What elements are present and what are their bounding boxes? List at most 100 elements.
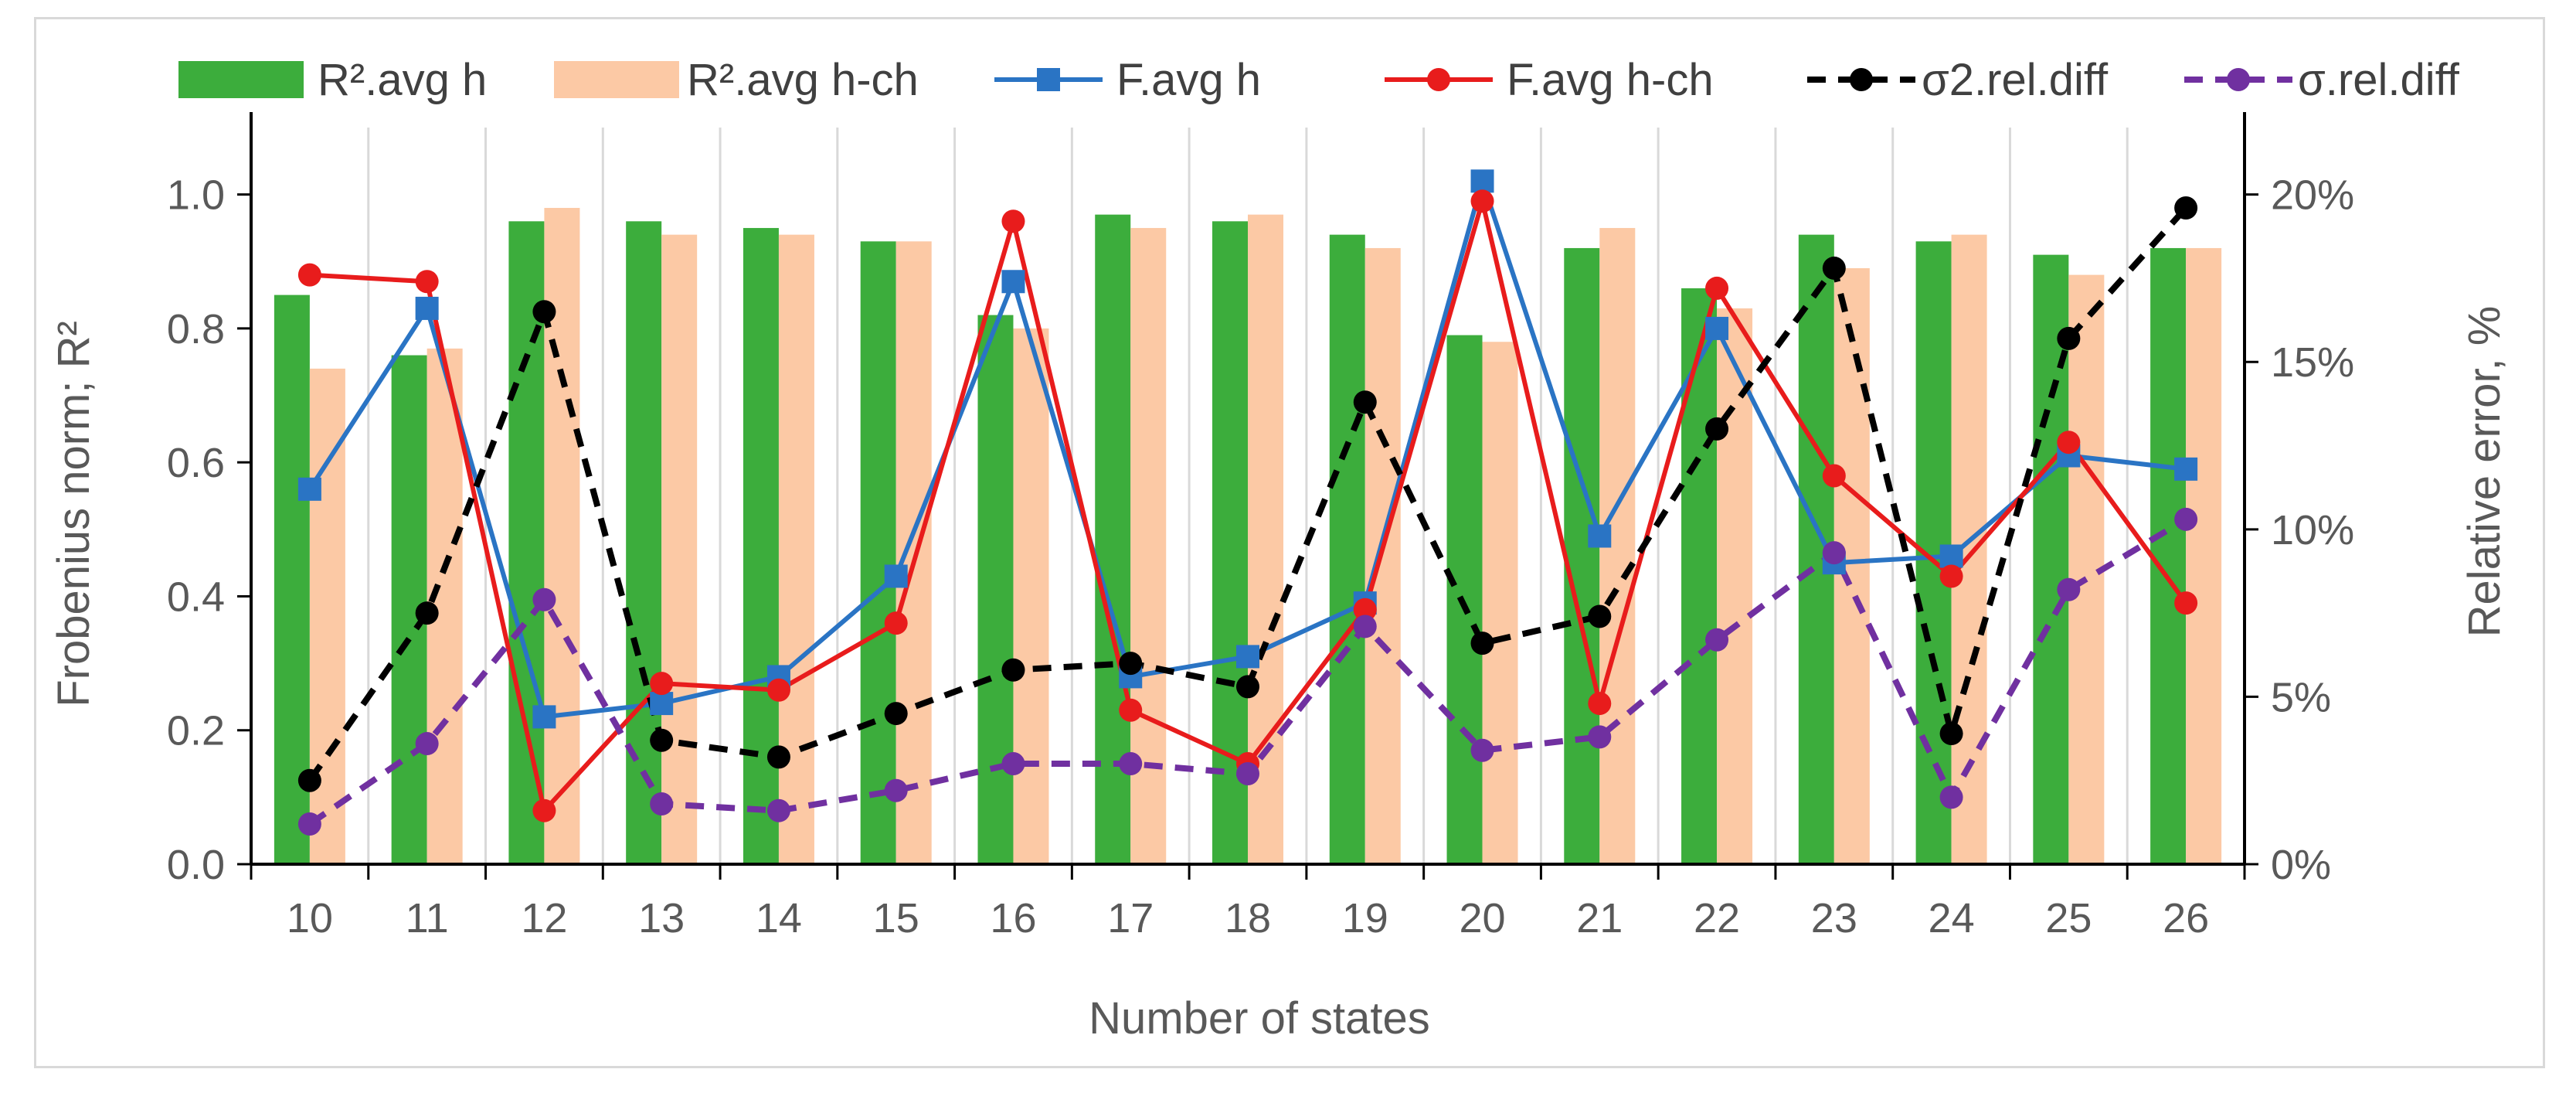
legend-marker--2-rel-diff — [1850, 68, 1873, 91]
y-tick-label: 0.4 — [167, 574, 225, 620]
point--rel-diff — [1236, 762, 1259, 786]
x-tick-label: 22 — [1694, 895, 1740, 941]
x-tick-label: 25 — [2045, 895, 2092, 941]
point-f-avg-h-ch — [650, 672, 674, 696]
bar-r2-avg-h-ch — [1482, 342, 1518, 865]
point--rel-diff — [2057, 577, 2081, 601]
point--2-rel-diff — [2057, 326, 2081, 350]
point-f-avg-h — [884, 564, 908, 588]
y-tick-label: 0.6 — [167, 440, 225, 486]
point--2-rel-diff — [1705, 417, 1729, 441]
bar-r2-avg-h-ch — [1717, 308, 1753, 864]
legend-swatch-r-avg-h — [178, 61, 304, 98]
point-f-avg-h-ch — [297, 263, 321, 287]
x-tick-label: 17 — [1107, 895, 1154, 941]
point--2-rel-diff — [1588, 604, 1612, 628]
y2-tick-label: 10% — [2271, 507, 2354, 553]
point-f-avg-h-ch — [884, 611, 908, 635]
point-f-avg-h — [1939, 544, 1963, 568]
y-axis-title-left: Frobenius norm; R² — [49, 321, 99, 707]
point--2-rel-diff — [884, 702, 908, 726]
point--rel-diff — [1353, 615, 1377, 638]
point-f-avg-h-ch — [1588, 692, 1612, 716]
x-tick-label: 26 — [2163, 895, 2209, 941]
point--2-rel-diff — [415, 601, 439, 625]
point-f-avg-h-ch — [532, 798, 556, 822]
point--rel-diff — [297, 812, 321, 836]
point--2-rel-diff — [2174, 196, 2198, 220]
point-f-avg-h — [1588, 524, 1612, 548]
bar-r2-avg-h — [1329, 234, 1365, 865]
x-tick-label: 21 — [1576, 895, 1623, 941]
bar-r2-avg-h — [274, 295, 310, 864]
x-tick-label: 12 — [521, 895, 567, 941]
point-f-avg-h-ch — [1822, 464, 1846, 488]
point-f-avg-h-ch — [2057, 431, 2081, 455]
legend-marker--rel-diff — [2227, 68, 2250, 91]
y-tick-label: 1.0 — [167, 172, 225, 219]
point-f-avg-h-ch — [2174, 591, 2198, 615]
x-tick-label: 10 — [287, 895, 333, 941]
legend-label--rel-diff: σ.rel.diff — [2298, 55, 2460, 105]
point--rel-diff — [1822, 541, 1846, 565]
point--2-rel-diff — [650, 728, 674, 752]
y-tick-label: 0.0 — [167, 842, 225, 888]
point-f-avg-h — [1236, 645, 1259, 669]
point-f-avg-h-ch — [1939, 564, 1963, 588]
point--2-rel-diff — [1236, 675, 1259, 699]
x-tick-label: 24 — [1929, 895, 1975, 941]
bar-r2-avg-h-ch — [661, 234, 698, 865]
y-tick-label: 0.8 — [167, 306, 225, 352]
point--rel-diff — [2174, 507, 2198, 531]
legend-label-f-avg-h: F.avg h — [1116, 55, 1261, 105]
x-tick-label: 23 — [1811, 895, 1857, 941]
point--rel-diff — [1939, 785, 1963, 809]
point--2-rel-diff — [1001, 658, 1025, 682]
point-f-avg-h-ch — [415, 270, 439, 294]
point--rel-diff — [532, 587, 556, 611]
point--rel-diff — [1705, 628, 1729, 652]
point--2-rel-diff — [1353, 390, 1377, 414]
bar-r2-avg-h — [626, 221, 662, 865]
x-tick-label: 19 — [1342, 895, 1388, 941]
legend-label-f-avg-h-ch: F.avg h-ch — [1507, 55, 1714, 105]
point-f-avg-h-ch — [1705, 276, 1729, 300]
x-tick-label: 18 — [1225, 895, 1271, 941]
x-tick-label: 16 — [990, 895, 1036, 941]
point-f-avg-h — [650, 692, 674, 716]
legend-marker-f-avg-h — [1037, 68, 1060, 91]
x-tick-label: 20 — [1459, 895, 1505, 941]
legend-label--2-rel-diff: σ2.rel.diff — [1922, 55, 2109, 105]
bar-r2-avg-h — [743, 227, 779, 864]
point-f-avg-h — [1001, 270, 1025, 294]
legend-label-r-avg-h: R².avg h — [318, 55, 487, 105]
bar-r2-avg-h-ch — [778, 234, 814, 865]
point-f-avg-h — [1705, 316, 1729, 340]
point--rel-diff — [884, 778, 908, 802]
point--2-rel-diff — [1939, 722, 1963, 746]
x-tick-label: 11 — [406, 895, 449, 941]
x-tick-label: 15 — [873, 895, 919, 941]
y2-tick-label: 20% — [2271, 172, 2354, 219]
bar-r2-avg-h-ch — [895, 241, 932, 864]
point-f-avg-h-ch — [1001, 209, 1025, 233]
point--2-rel-diff — [1119, 652, 1143, 676]
legend-swatch-r-avg-h-ch — [554, 61, 679, 98]
bar-r2-avg-h-ch — [2186, 247, 2222, 865]
x-tick-label: 13 — [638, 895, 685, 941]
point-f-avg-h — [1470, 169, 1494, 193]
point--rel-diff — [650, 792, 674, 816]
legend-marker-f-avg-h-ch — [1427, 68, 1450, 91]
bar-r2-avg-h — [1564, 247, 1600, 865]
point-f-avg-h-ch — [766, 678, 790, 702]
point-f-avg-h-ch — [1119, 698, 1143, 722]
point--rel-diff — [1470, 738, 1494, 762]
y2-tick-label: 0% — [2271, 842, 2331, 888]
point--2-rel-diff — [1470, 632, 1494, 655]
y-axis-title-right: Relative error, % — [2459, 306, 2510, 638]
point-f-avg-h-ch — [1353, 598, 1377, 621]
point--rel-diff — [1119, 752, 1143, 776]
point--rel-diff — [766, 798, 790, 822]
bar-r2-avg-h — [1681, 288, 1718, 865]
bar-r2-avg-h-ch — [1013, 328, 1049, 865]
